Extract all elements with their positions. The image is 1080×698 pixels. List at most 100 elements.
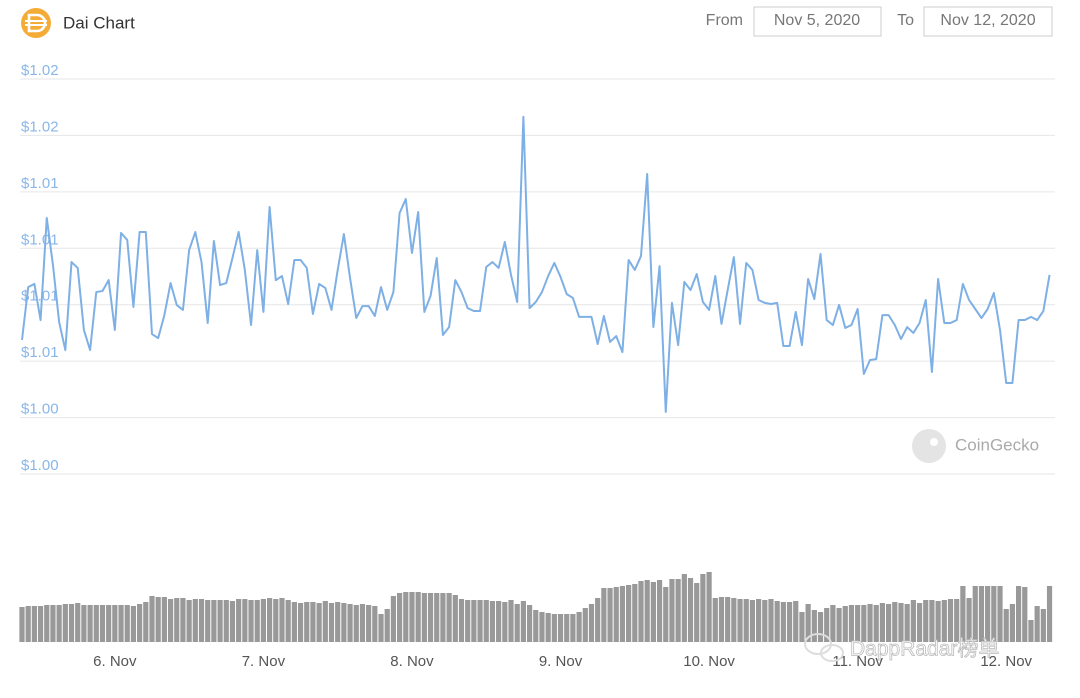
volume-bar [539, 612, 545, 642]
volume-bar [1009, 604, 1015, 642]
volume-bar [687, 578, 694, 642]
volume-bar [396, 593, 403, 642]
volume-bar [390, 596, 396, 642]
volume-bar [830, 605, 836, 642]
to-input[interactable] [923, 6, 1053, 37]
volume-bar [805, 604, 811, 642]
volume-bar [978, 586, 985, 642]
coingecko-logo [912, 429, 946, 463]
volume-bar [669, 579, 675, 642]
volume-bar [427, 593, 434, 642]
volume-bar [966, 598, 972, 642]
volume-bar [557, 614, 564, 642]
y-tick-label: $1.01 [21, 231, 59, 248]
volume-bar [50, 605, 56, 642]
from-input[interactable] [753, 6, 882, 37]
volume-bar [867, 604, 873, 642]
volume-bar [155, 597, 161, 642]
volume-bar [910, 600, 916, 642]
volume-bar [954, 599, 960, 642]
volume-bar [799, 612, 805, 642]
volume-bar [477, 600, 483, 642]
volume-bar [291, 602, 297, 642]
volume-bar [712, 598, 718, 642]
from-date[interactable]: Nov 5, 2020 [774, 12, 860, 29]
volume-bar [749, 600, 756, 642]
volume-bar [496, 601, 502, 642]
volume-bar [607, 588, 613, 642]
y-tick-label: $1.02 [21, 62, 59, 79]
volume-bar [508, 600, 514, 642]
to-label: To [897, 12, 914, 29]
volume-bar [650, 582, 656, 642]
volume-bar [848, 605, 855, 642]
volume-bar [817, 612, 824, 642]
volume-bar [471, 600, 477, 642]
volume-bar [786, 602, 793, 642]
x-tick-label: 11. Nov [832, 653, 883, 670]
volume-bar [842, 606, 848, 642]
volume-bar [916, 603, 923, 642]
volume-bar [929, 600, 935, 642]
y-tick-label: $1.01 [21, 175, 59, 192]
volume-bar [465, 600, 471, 642]
y-tick-label: $1.00 [21, 457, 59, 474]
volume-bar [198, 599, 205, 642]
volume-bar [180, 598, 186, 642]
x-tick-label: 8. Nov [390, 653, 434, 670]
volume-bar [415, 592, 421, 642]
volume-bar [75, 603, 81, 642]
volume-bar [260, 599, 267, 642]
volume-bar [403, 592, 409, 642]
volume-bar [446, 593, 452, 642]
volume-bar [37, 606, 44, 642]
volume-bar [898, 603, 904, 642]
volume-bar [526, 605, 533, 642]
x-tick-label: 7. Nov [242, 653, 286, 670]
volume-bar [44, 605, 50, 642]
volume-bar [663, 587, 669, 642]
dai-logo [21, 8, 51, 38]
volume-bar [991, 586, 997, 642]
volume-bar [737, 599, 743, 642]
volume-bar [25, 606, 31, 642]
volume-bar [143, 602, 149, 642]
volume-bar [824, 608, 830, 642]
volume-bar [434, 593, 440, 642]
volume-bar [1034, 606, 1040, 642]
volume-bar [62, 604, 68, 642]
volume-bar [873, 605, 879, 642]
x-tick-label: 6. Nov [93, 653, 137, 670]
volume-bar [378, 614, 384, 642]
volume-bar [960, 586, 966, 642]
volume-bar [923, 600, 929, 642]
volume-bar [130, 606, 137, 642]
volume-bar [118, 605, 124, 642]
volume-bar [19, 607, 25, 642]
volume-bar [440, 593, 446, 642]
volume-bar [502, 602, 508, 642]
volume-bar [601, 588, 607, 642]
volume-bar [99, 605, 106, 642]
volume-bar [718, 597, 725, 642]
volume-bar [564, 614, 570, 642]
volume-bar [248, 600, 254, 642]
volume-bar [366, 605, 372, 642]
to-date[interactable]: Nov 12, 2020 [940, 12, 1035, 29]
volume-bar [372, 606, 378, 642]
from-label: From [706, 12, 743, 29]
volume-bar [545, 613, 551, 642]
volume-bar [316, 603, 322, 642]
volume-bar [582, 608, 588, 642]
x-tick-label: 12. Nov [980, 653, 1032, 670]
volume-bar [186, 600, 192, 642]
volume-bar [1040, 609, 1046, 642]
volume-bar [328, 603, 335, 642]
volume-bar [1028, 620, 1034, 642]
x-tick-label: 9. Nov [539, 653, 583, 670]
volume-bar [112, 605, 118, 642]
volume-bar [904, 604, 910, 642]
volume-bar [1022, 587, 1028, 642]
chart-title: Dai Chart [63, 13, 135, 32]
